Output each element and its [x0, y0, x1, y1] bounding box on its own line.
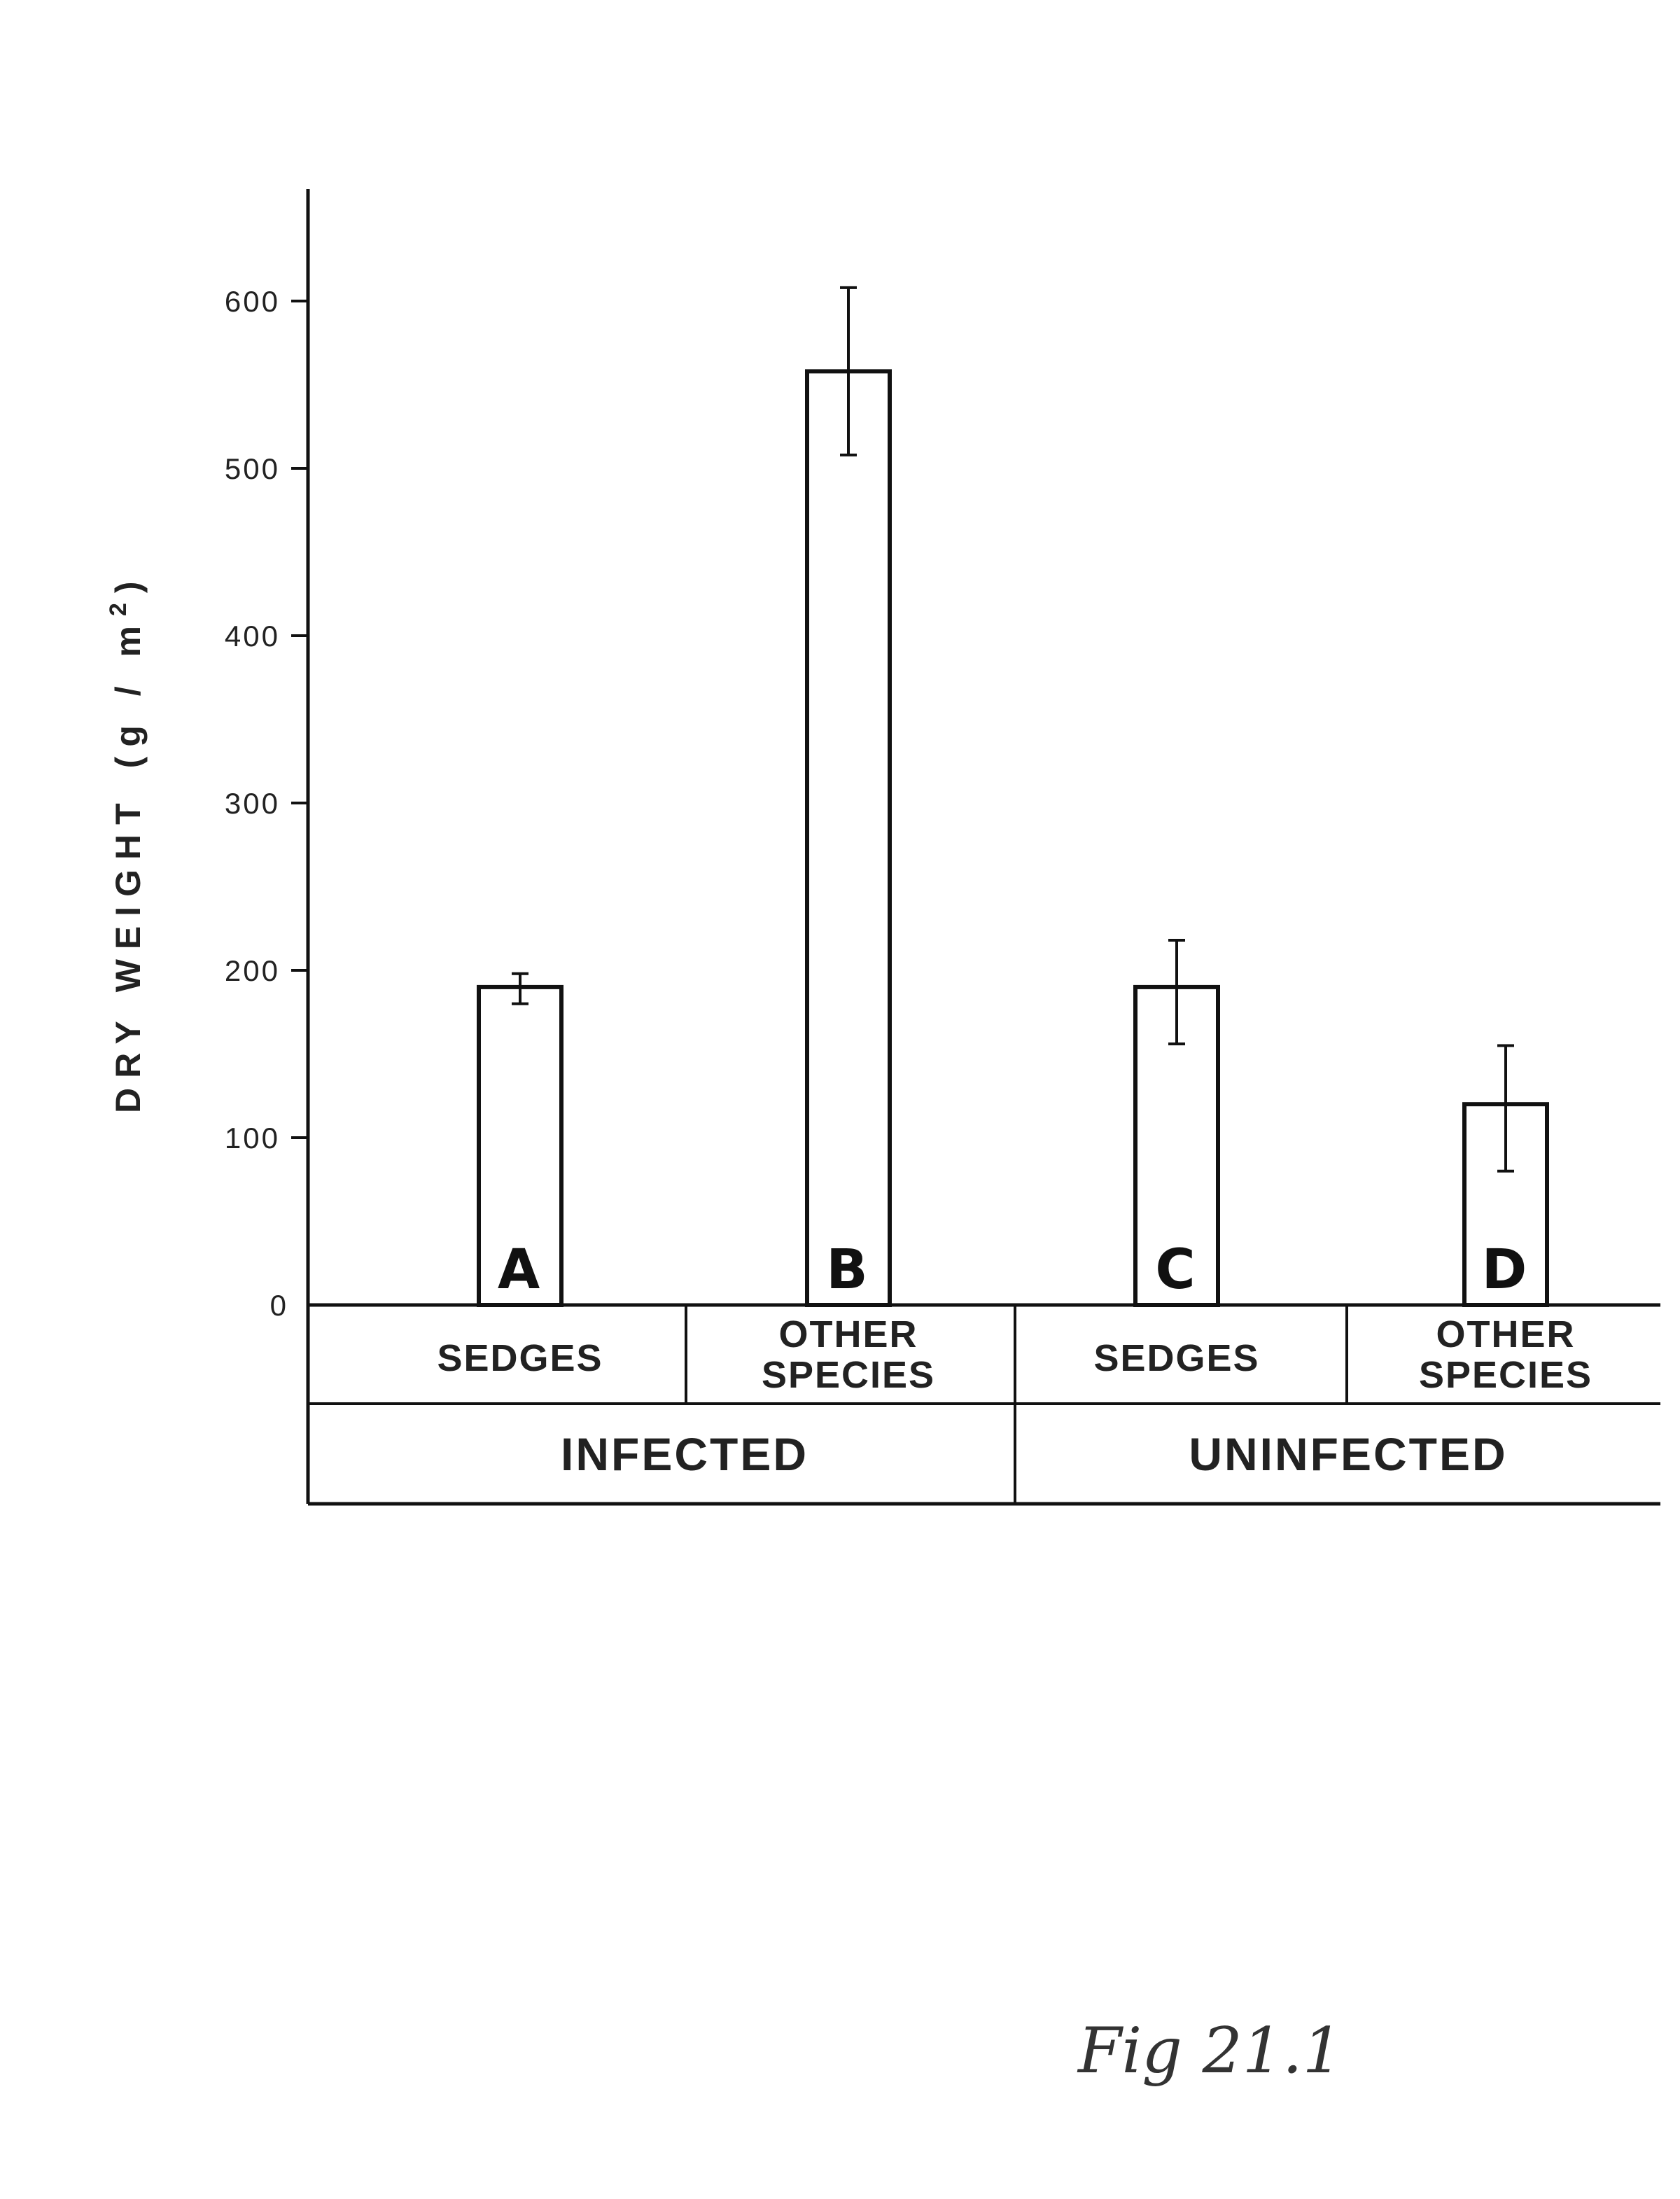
- bar-letter-b: B: [826, 1238, 870, 1301]
- figure-caption: Fig 21.1: [1077, 2014, 1343, 2088]
- bar-letter-a: A: [498, 1238, 542, 1301]
- category-label: SEDGES: [437, 1337, 603, 1379]
- category-label-line: SEDGES: [437, 1337, 603, 1379]
- category-label-line: OTHER: [1436, 1313, 1576, 1355]
- category-label-line: SPECIES: [1419, 1354, 1592, 1396]
- category-label: OTHER SPECIES: [1419, 1313, 1592, 1396]
- category-label: OTHER SPECIES: [762, 1313, 935, 1396]
- category-label-line: SEDGES: [1093, 1337, 1259, 1379]
- y-tick-label: 0: [270, 1289, 288, 1322]
- y-tick-label: 300: [225, 787, 280, 820]
- y-tick-label: 400: [225, 620, 280, 652]
- category-label-line: SPECIES: [762, 1354, 935, 1396]
- y-tick-label: 200: [225, 954, 280, 987]
- bar-letter-d: D: [1482, 1238, 1530, 1301]
- bar-b: [805, 369, 892, 1307]
- y-tick-label: 100: [225, 1122, 280, 1154]
- y-ticks: 0 100 200 300 400 500 600: [225, 285, 308, 1322]
- group-label-uninfected: UNINFECTED: [1189, 1428, 1507, 1480]
- bars: A B C D: [477, 286, 1549, 1308]
- category-label: SEDGES: [1093, 1337, 1259, 1379]
- category-label-line: OTHER: [779, 1313, 918, 1355]
- y-tick-label: 500: [225, 452, 280, 485]
- y-axis-label: DRY WEIGHT(g / m2): [105, 571, 148, 1113]
- group-label-infected: INFECTED: [561, 1428, 808, 1480]
- y-tick-label: 600: [225, 285, 280, 318]
- bar-letter-c: C: [1155, 1238, 1198, 1301]
